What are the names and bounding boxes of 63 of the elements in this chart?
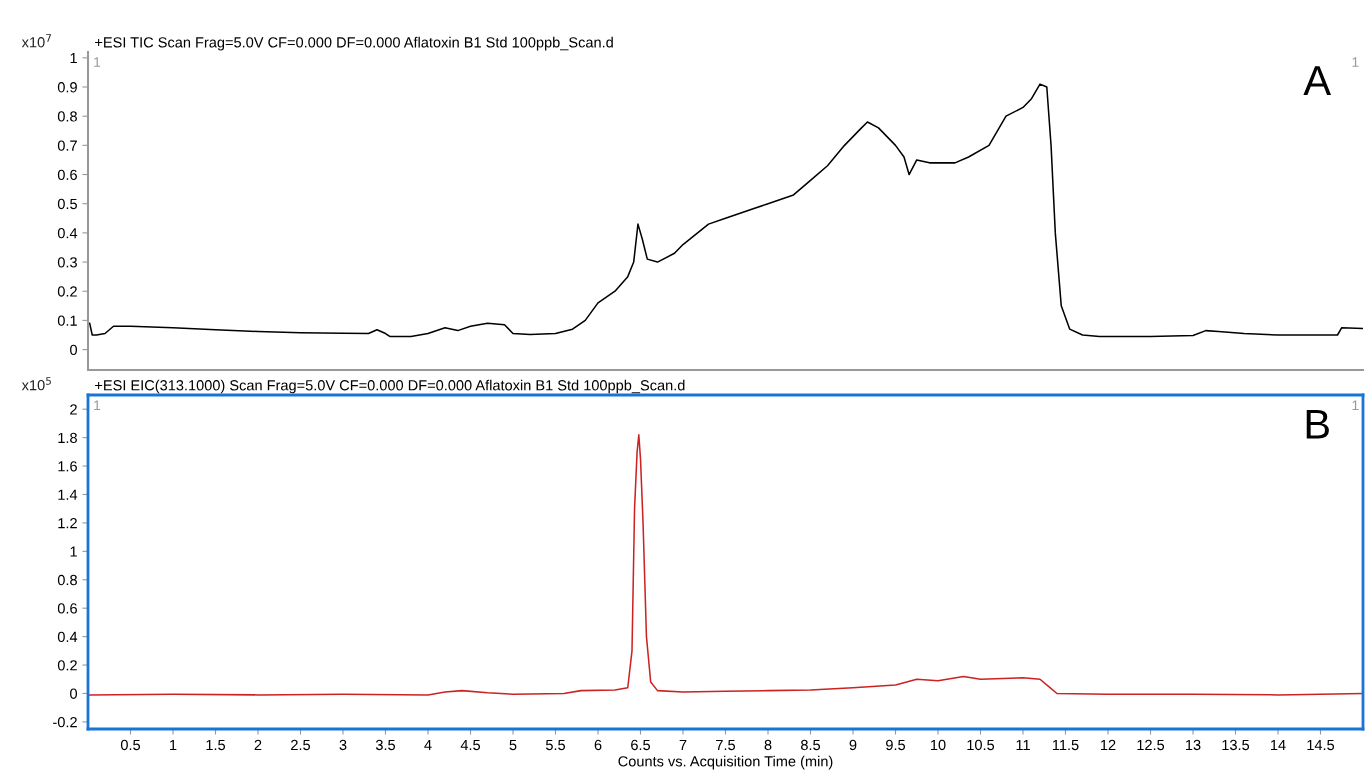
y-tick-label: 0.9 [57, 82, 77, 93]
annotation: B [1306, 409, 1329, 439]
x-tick-label: 7 [679, 739, 687, 750]
x-axis-title: Counts vs. Acquisition Time (min) [618, 755, 833, 770]
y-tick-label: 0.2 [57, 286, 77, 297]
x-tick-label: 3.5 [375, 739, 396, 751]
y-tick-label: 1.6 [58, 461, 77, 472]
y-tick-label: 1 [70, 546, 77, 557]
x-tick-label: 11 [1016, 739, 1030, 750]
chart-title: +ESI EIC(313.1000) Scan Frag=5.0V CF=0.000 DF=0.000 Aflatoxin B1 Std 100ppb_Scan.d [95, 379, 685, 394]
y-tick-label: 0.3 [57, 257, 77, 268]
x-tick-label: 7.5 [716, 739, 736, 751]
x-tick-label: 13 [1186, 739, 1201, 751]
y-tick-label: 0.6 [57, 169, 77, 180]
y-tick-label: -0.2 [53, 716, 77, 728]
x-tick-label: 5 [509, 739, 517, 751]
x-tick-label: 5.5 [545, 739, 566, 751]
annotation: 1 [94, 400, 101, 411]
annotation: 1 [1352, 57, 1359, 67]
annotation: 1 [94, 57, 101, 67]
y-tick-label: 0.5 [57, 198, 77, 210]
x-tick-label: 12.5 [1137, 739, 1165, 751]
y-tick-label: 2 [70, 404, 77, 415]
y-tick-label: 0.1 [57, 315, 77, 326]
x-tick-label: 4 [424, 739, 432, 750]
text: x10$^{5}$ [21, 377, 51, 391]
y-tick-label: 0.4 [57, 227, 78, 239]
x-tick-label: 11.5 [1052, 739, 1079, 751]
x-tick-label: 4.5 [460, 739, 481, 751]
y-tick-label: 0.2 [57, 660, 77, 671]
x-tick-label: 12 [1101, 739, 1116, 750]
y-tick-label: 0.8 [57, 574, 77, 586]
x-tick-label: 1 [170, 739, 177, 750]
y-tick-label: 1.8 [58, 432, 77, 444]
x-tick-label: 8 [764, 739, 772, 751]
x-tick-label: 2.5 [291, 739, 311, 751]
y-tick-label: 0.6 [57, 603, 77, 614]
x-tick-label: 3 [339, 739, 347, 751]
y-tick-label: 1.4 [58, 489, 78, 500]
y-tick-label: 0.4 [57, 631, 78, 643]
x-tick-label: 9.5 [886, 739, 906, 751]
x-tick-label: 6 [594, 739, 602, 751]
y-tick-label: 1 [70, 53, 77, 64]
y-tick-label: 0 [70, 688, 78, 699]
x-tick-label: 9 [849, 739, 857, 751]
x-tick-label: 10.5 [967, 739, 995, 751]
text: x10$^{7}$ [21, 34, 51, 48]
x-tick-label: 0.5 [120, 739, 141, 751]
chart-title: +ESI TIC Scan Frag=5.0V CF=0.000 DF=0.000 Aflatoxin B1 Std 100ppb_Scan.d [95, 36, 613, 51]
x-tick-label: 14 [1271, 739, 1286, 750]
x-tick-label: 8.5 [801, 739, 821, 751]
x-tick-label: 1.5 [206, 739, 226, 751]
x-tick-label: 13.5 [1222, 739, 1250, 751]
y-tick-label: 0.7 [57, 140, 77, 151]
y-tick-label: 1.2 [58, 518, 77, 529]
y-tick-label: 0.8 [57, 111, 77, 122]
x-tick-label: 10 [931, 739, 946, 751]
annotation: A [1303, 66, 1332, 95]
y-tick-label: 0 [70, 344, 78, 356]
x-tick-label: 6.5 [631, 739, 651, 751]
x-tick-label: 14.5 [1307, 739, 1335, 751]
annotation: 1 [1352, 400, 1359, 411]
x-tick-label: 2 [254, 739, 262, 750]
